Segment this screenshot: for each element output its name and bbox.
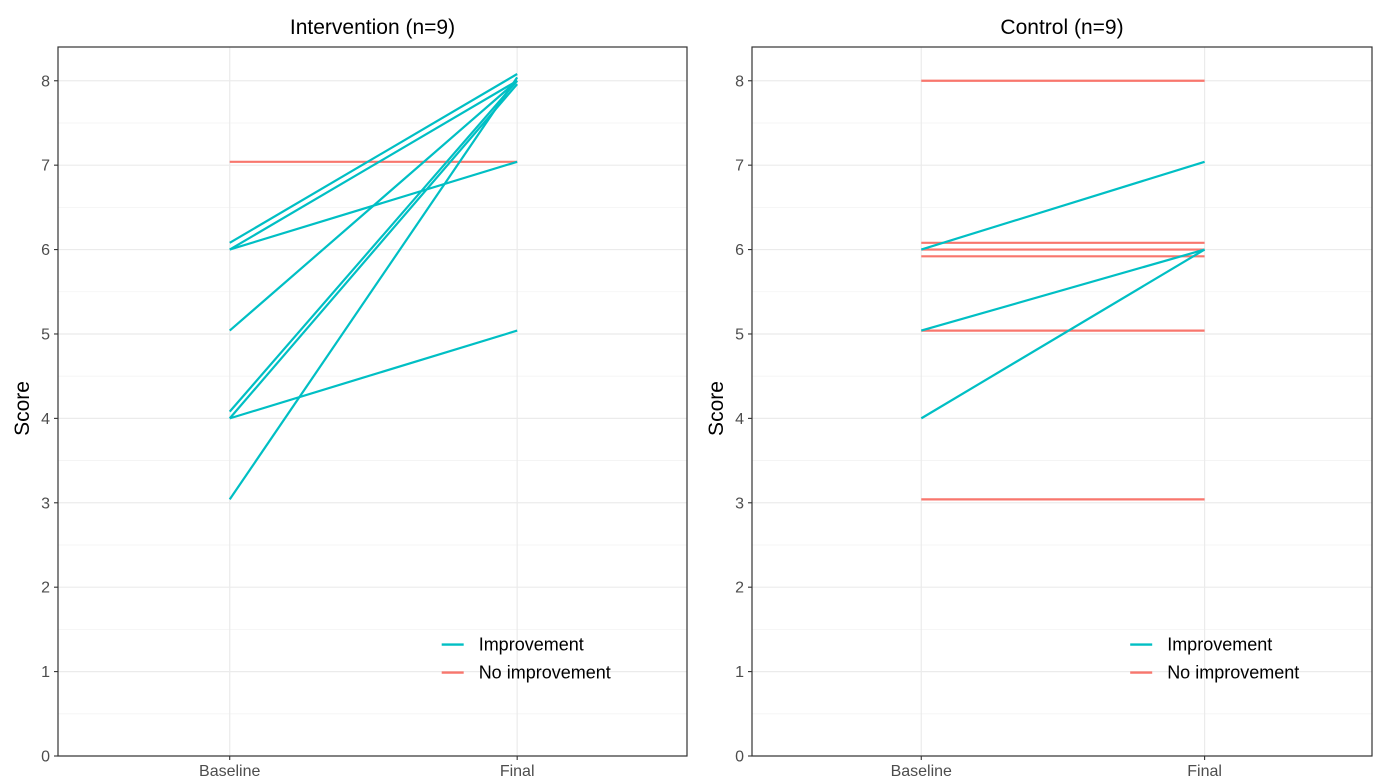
y-tick-label: 6 bbox=[41, 242, 50, 259]
y-tick-label: 5 bbox=[41, 326, 50, 343]
legend-label-1: No improvement bbox=[479, 663, 611, 683]
y-axis-title: Score bbox=[11, 381, 34, 436]
series-line-6 bbox=[228, 83, 519, 420]
chart-panel-0: 0 1 2 3 4 5 6 7 8 Baseline Final Intervention (n=9)… bbox=[11, 16, 688, 780]
y-tick-label: 0 bbox=[41, 749, 50, 766]
x-tick-label: Baseline bbox=[199, 763, 260, 780]
series-line-1 bbox=[229, 73, 518, 244]
series-line-8 bbox=[920, 248, 1206, 420]
series-line-7 bbox=[920, 248, 1205, 332]
panel-border bbox=[751, 46, 1373, 757]
panel-border bbox=[57, 46, 688, 757]
y-tick-label: 0 bbox=[735, 749, 744, 766]
series-line-5 bbox=[228, 80, 519, 413]
panel-title: Control (n=9) bbox=[1000, 16, 1123, 39]
y-tick-label: 7 bbox=[41, 158, 50, 175]
legend-label-1: No improvement bbox=[1167, 663, 1299, 683]
y-tick-label: 3 bbox=[735, 495, 744, 512]
panel-title: Intervention (n=9) bbox=[290, 16, 455, 39]
y-tick-label: 8 bbox=[735, 73, 744, 90]
y-axis-title: Score bbox=[705, 381, 728, 436]
y-tick-label: 1 bbox=[41, 664, 50, 681]
series-line-4 bbox=[228, 79, 518, 332]
series-line-7 bbox=[229, 329, 518, 420]
chart-panel-1: 0 1 2 3 4 5 6 7 8 Baseline Final Control (n=9) Score… bbox=[705, 16, 1373, 780]
x-tick-label: Final bbox=[1187, 763, 1222, 780]
y-tick-label: 6 bbox=[735, 242, 744, 259]
y-tick-label: 1 bbox=[735, 664, 744, 681]
legend-label-0: Improvement bbox=[1167, 635, 1272, 655]
x-tick-label: Final bbox=[500, 763, 535, 780]
x-tick-label: Baseline bbox=[891, 763, 952, 780]
y-tick-label: 7 bbox=[735, 158, 744, 175]
legend-label-0: Improvement bbox=[479, 635, 584, 655]
y-tick-label: 3 bbox=[41, 495, 50, 512]
y-tick-label: 4 bbox=[735, 411, 744, 428]
series-line-2 bbox=[229, 79, 518, 251]
series-line-8 bbox=[228, 76, 519, 501]
y-tick-label: 2 bbox=[735, 580, 744, 597]
y-tick-label: 4 bbox=[41, 411, 50, 428]
y-tick-label: 2 bbox=[41, 580, 50, 597]
series-line-6 bbox=[920, 160, 1205, 251]
y-tick-label: 8 bbox=[41, 73, 50, 90]
y-tick-label: 5 bbox=[735, 326, 744, 343]
